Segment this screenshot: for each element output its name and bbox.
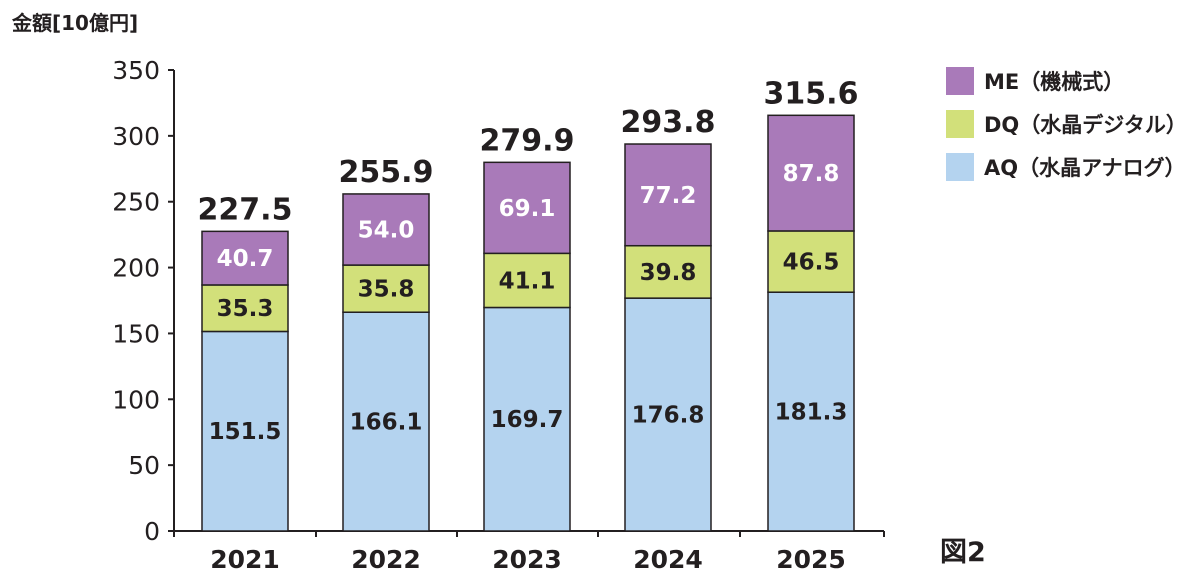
y-axis: 0 50 100 150 200 250 300 350 (112, 56, 175, 546)
y-tick-label: 250 (112, 188, 160, 217)
x-tick-label: 2024 (633, 545, 703, 574)
x-axis: 2021 2022 2023 2024 2025 (173, 530, 885, 574)
x-tick-label: 2022 (351, 545, 421, 574)
bar-value-label: 35.8 (358, 277, 415, 303)
bar-value-label: 169.7 (491, 407, 564, 433)
bar-total-label: 255.9 (339, 155, 434, 190)
legend-swatch (946, 67, 974, 95)
bar-total-label: 279.9 (480, 123, 575, 158)
figure-label: 図2 (940, 537, 986, 568)
x-tick-label: 2023 (492, 545, 562, 574)
y-tick-label: 350 (112, 56, 160, 85)
bar-segment (767, 230, 855, 293)
y-tick-label: 200 (112, 254, 160, 283)
legend-swatch (946, 153, 974, 181)
bar-segment (201, 330, 289, 532)
bar-segment (483, 161, 571, 255)
bar-total-label: 293.8 (621, 105, 716, 140)
bar-total-label: 315.6 (764, 76, 859, 111)
legend-label: AQ（水晶アナログ） (984, 156, 1180, 180)
bar-segment (342, 193, 430, 266)
legend-swatch (946, 110, 974, 138)
bar-value-label: 69.1 (499, 196, 556, 222)
bar-segment (767, 291, 855, 532)
y-tick-label: 300 (112, 122, 160, 151)
bar-segment (342, 311, 430, 532)
bar-value-label: 87.8 (783, 161, 840, 187)
y-tick-label: 50 (128, 451, 160, 480)
bar-total-label: 227.5 (198, 192, 293, 227)
bar-segment (342, 264, 430, 313)
x-tick-label: 2025 (776, 545, 846, 574)
bar-value-label: 166.1 (350, 410, 423, 436)
legend-label: ME（機械式） (984, 70, 1124, 94)
bar-segment (624, 143, 712, 247)
bar-value-label: 35.3 (217, 296, 274, 322)
x-tick-label: 2021 (210, 545, 280, 574)
bar-segment (624, 297, 712, 532)
legend-label: DQ（水晶デジタル） (984, 113, 1180, 137)
y-axis-unit-label: 金額[10億円] (11, 11, 138, 35)
y-tick-label: 150 (112, 319, 160, 348)
bar-segment (201, 230, 289, 286)
bar-segment (767, 114, 855, 232)
bar-value-label: 54.0 (358, 218, 415, 244)
bar-segment (483, 252, 571, 309)
bars-group: 151.5 35.3 40.7 227.5 166.1 35.8 54.0 255.9 169.… (198, 76, 859, 532)
bar-value-label: 41.1 (499, 268, 556, 294)
bar-value-label: 176.8 (632, 403, 705, 429)
bar-value-label: 77.2 (640, 183, 697, 209)
bar-value-label: 181.3 (775, 400, 848, 426)
y-tick-label: 100 (112, 385, 160, 414)
y-tick-label: 0 (144, 517, 160, 546)
legend: ME（機械式） DQ（水晶デジタル） AQ（水晶アナログ） (946, 67, 1180, 181)
bar-value-label: 151.5 (209, 419, 282, 445)
bar-value-label: 46.5 (783, 250, 840, 276)
bar-value-label: 40.7 (217, 246, 274, 272)
bar-value-label: 39.8 (640, 260, 697, 286)
